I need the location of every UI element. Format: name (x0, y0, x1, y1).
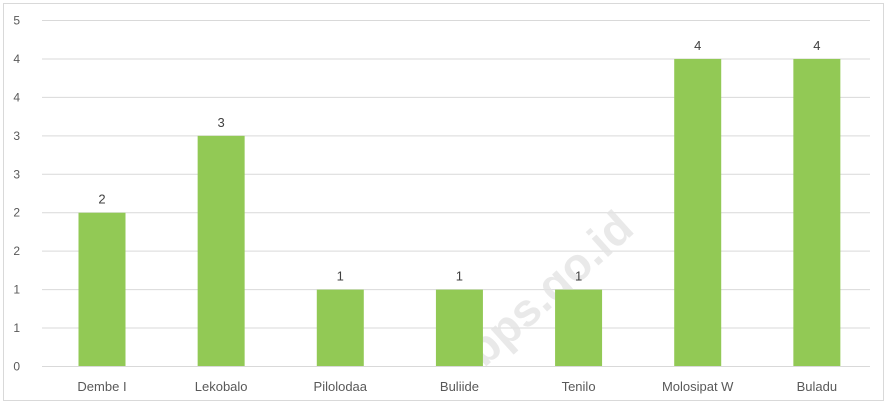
y-tick-label: 3 (13, 167, 20, 181)
y-tick-label: 0 (13, 360, 20, 374)
bar (435, 289, 483, 367)
data-label: 2 (98, 192, 105, 207)
y-tick-label: 4 (13, 52, 20, 66)
x-category-label: Lekobalo (195, 379, 248, 394)
bar (793, 58, 841, 367)
watermark-text: bps.go.id (456, 200, 643, 375)
y-axis-ticks: 0 1 1 2 2 3 3 4 4 5 (13, 14, 20, 374)
x-category-label: Buladu (797, 379, 837, 394)
x-category-label: Molosipat W (662, 379, 734, 394)
y-tick-label: 1 (13, 321, 20, 335)
data-label: 1 (456, 269, 463, 284)
bar (316, 289, 364, 367)
y-tick-label: 2 (13, 206, 20, 220)
bar (555, 289, 603, 367)
watermark: bps.go.id (456, 200, 643, 375)
y-tick-label: 2 (13, 244, 20, 258)
bar (197, 135, 245, 367)
data-label: 4 (813, 38, 820, 53)
bars (78, 58, 841, 367)
data-label: 1 (575, 269, 582, 284)
bar (78, 212, 126, 367)
y-tick-label: 4 (13, 90, 20, 104)
x-category-label: Dembe I (77, 379, 126, 394)
x-axis-categories: Dembe I Lekobalo Pilolodaa Buliide Tenilo Mol… (77, 379, 837, 394)
x-category-label: Pilolodaa (314, 379, 368, 394)
x-category-label: Tenilo (562, 379, 596, 394)
x-category-label: Buliide (440, 379, 479, 394)
y-tick-label: 3 (13, 129, 20, 143)
data-label: 4 (694, 38, 701, 53)
gridlines (42, 20, 870, 329)
data-label: 1 (337, 269, 344, 284)
data-labels: 2 3 1 1 1 4 4 (98, 38, 820, 284)
y-tick-label: 1 (13, 283, 20, 297)
y-tick-label: 5 (13, 14, 20, 28)
bar (674, 58, 722, 367)
data-label: 3 (218, 115, 225, 130)
